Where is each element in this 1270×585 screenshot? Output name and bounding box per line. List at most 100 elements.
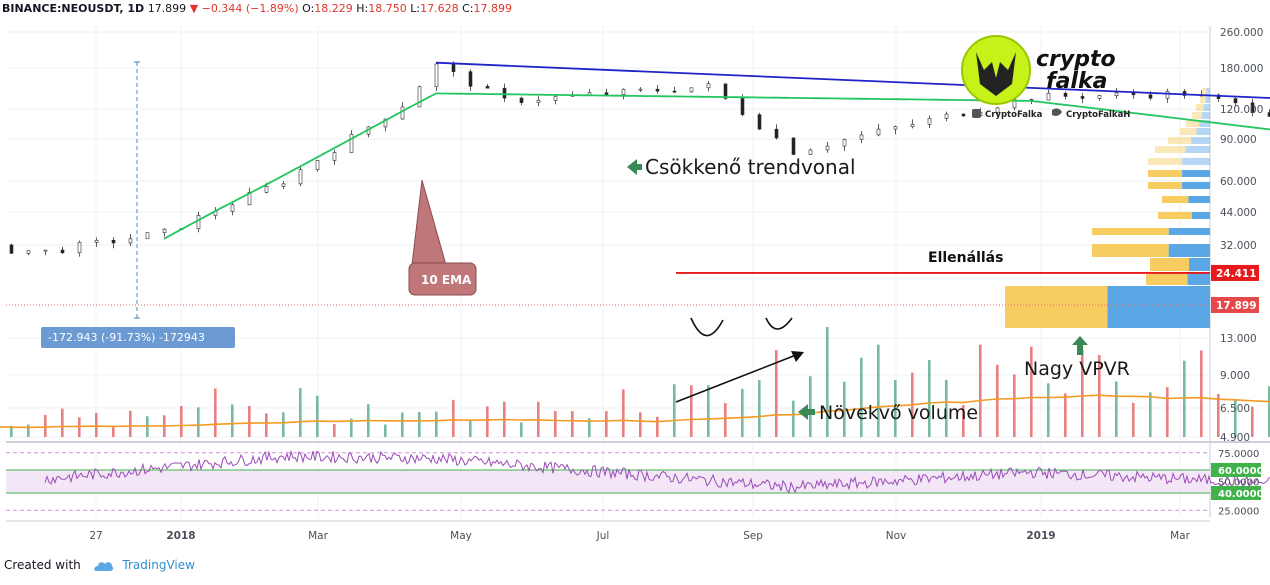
- last-price: 17.899: [147, 2, 187, 15]
- vpvr-bar-buy: [1107, 300, 1210, 314]
- volume-bar: [1081, 349, 1084, 437]
- volume-bar: [639, 412, 642, 437]
- candle-body: [1250, 102, 1255, 113]
- volume-bar: [792, 400, 795, 437]
- volume-bar: [707, 385, 710, 437]
- high-value: 18.750: [368, 2, 407, 15]
- rsi-band-tag: [1211, 486, 1261, 500]
- volume-bar: [775, 350, 778, 437]
- volume-bar: [486, 406, 489, 437]
- time-axis: 27 2018 Mar May Jul Sep Nov 2019 Mar: [89, 530, 1190, 542]
- volume-bar: [27, 424, 30, 437]
- candle-body: [604, 92, 609, 95]
- volume-bar: [282, 412, 285, 437]
- rsi-axis-tick: 60.0000: [1218, 466, 1264, 477]
- up-arrow-icon: [1072, 336, 1088, 355]
- volume-bar: [333, 424, 336, 437]
- rsi-axis-tick: 50.0000: [1218, 478, 1259, 489]
- vpvr-bar-buy: [1191, 212, 1210, 219]
- candle-body: [689, 87, 694, 93]
- candle-body: [77, 242, 82, 254]
- symbol-label[interactable]: BINANCE:NEOUSDT, 1D: [2, 2, 145, 15]
- candle-body: [128, 238, 133, 244]
- candle-body: [1114, 92, 1119, 96]
- candle-body: [740, 98, 745, 115]
- candle-body: [774, 128, 779, 139]
- price-axis-tick: 44.000: [1220, 207, 1257, 219]
- time-axis-tick: May: [450, 530, 472, 542]
- volume-bar: [843, 381, 846, 437]
- vpvr-bar-sell: [1200, 96, 1206, 103]
- volume-bar: [61, 408, 64, 437]
- vpvr-bar-sell: [1186, 120, 1200, 127]
- vpvr-profile: [1005, 88, 1210, 328]
- vpvr-bar-buy: [1199, 120, 1210, 127]
- volume-bar: [1251, 406, 1254, 437]
- candle-body: [315, 160, 320, 171]
- price-axis-tick: 90.000: [1220, 134, 1257, 146]
- logo-text-line2: falka: [1046, 69, 1107, 94]
- candle-body: [995, 107, 1000, 113]
- volume-bar: [894, 380, 897, 437]
- vpvr-bar-sell: [1005, 286, 1108, 300]
- candle-body: [298, 169, 303, 185]
- volume-bar: [1064, 393, 1067, 437]
- tradingview-link[interactable]: TradingView: [122, 558, 195, 572]
- vpvr-bar-buy: [1189, 258, 1210, 271]
- candle-body: [1165, 91, 1170, 99]
- resistance-tag-bg: [1211, 264, 1259, 281]
- vpvr-bar-buy: [1107, 286, 1210, 300]
- volume-bar: [1166, 387, 1169, 437]
- bottom-curve-right: [765, 317, 793, 330]
- vpvr-bar-buy: [1168, 228, 1210, 235]
- vpvr-bar-buy: [1182, 170, 1210, 177]
- candle-body: [1131, 92, 1136, 96]
- time-axis-tick: Sep: [743, 530, 763, 542]
- ema-10-line: [163, 92, 1270, 240]
- candle-body: [825, 145, 830, 151]
- vpvr-bar-sell: [1150, 258, 1189, 271]
- time-axis-tick: Jul: [596, 530, 610, 542]
- volume-bar: [979, 344, 982, 437]
- volume-trend-arrow: [675, 354, 797, 403]
- candle-body: [349, 133, 354, 153]
- time-axis-tick: 2018: [166, 530, 195, 542]
- ema-callout-box: [408, 262, 477, 296]
- volume-bar: [44, 414, 47, 437]
- rsi-axis-tick: 25.0000: [1218, 506, 1259, 517]
- volume-bar: [1013, 374, 1016, 437]
- candle-body: [468, 71, 473, 87]
- volume-bar: [860, 357, 863, 437]
- rsi-band-tag: [1211, 463, 1261, 477]
- candle-body: [808, 149, 813, 155]
- volume-bar: [1115, 381, 1118, 437]
- candle-body: [1046, 92, 1051, 101]
- vpvr-bar-sell: [1202, 88, 1207, 95]
- bottom-curve-left: [690, 317, 724, 337]
- time-axis-tick: Mar: [1170, 530, 1190, 542]
- symbol-header: BINANCE:NEOUSDT, 1D 17.899 ▼ −0.344 (−1.…: [2, 2, 512, 15]
- candle-body: [1063, 92, 1068, 97]
- candle-body: [485, 86, 490, 89]
- volume-bar: [928, 360, 931, 437]
- candle-body: [400, 106, 405, 120]
- measure-label: -172.943 (-91.73%) -172943: [41, 327, 235, 348]
- candle-body: [859, 134, 864, 140]
- candle-body: [230, 204, 235, 212]
- candle-body: [43, 249, 48, 252]
- price-axis-tick: 60.000: [1220, 176, 1257, 188]
- candle-body: [706, 83, 711, 89]
- candle-body: [757, 114, 762, 130]
- vpvr-bar-sell: [1162, 196, 1189, 203]
- tradingview-cloud-icon: [93, 561, 113, 571]
- left-arrow-icon: [627, 159, 642, 175]
- volume-bar: [877, 344, 880, 437]
- price-axis-tick: 6.500: [1220, 403, 1250, 415]
- left-arrow-icon: [798, 404, 815, 420]
- vpvr-bar-sell: [1092, 228, 1169, 235]
- volume-bar: [10, 425, 13, 437]
- vpvr-bar-sell: [1196, 104, 1204, 111]
